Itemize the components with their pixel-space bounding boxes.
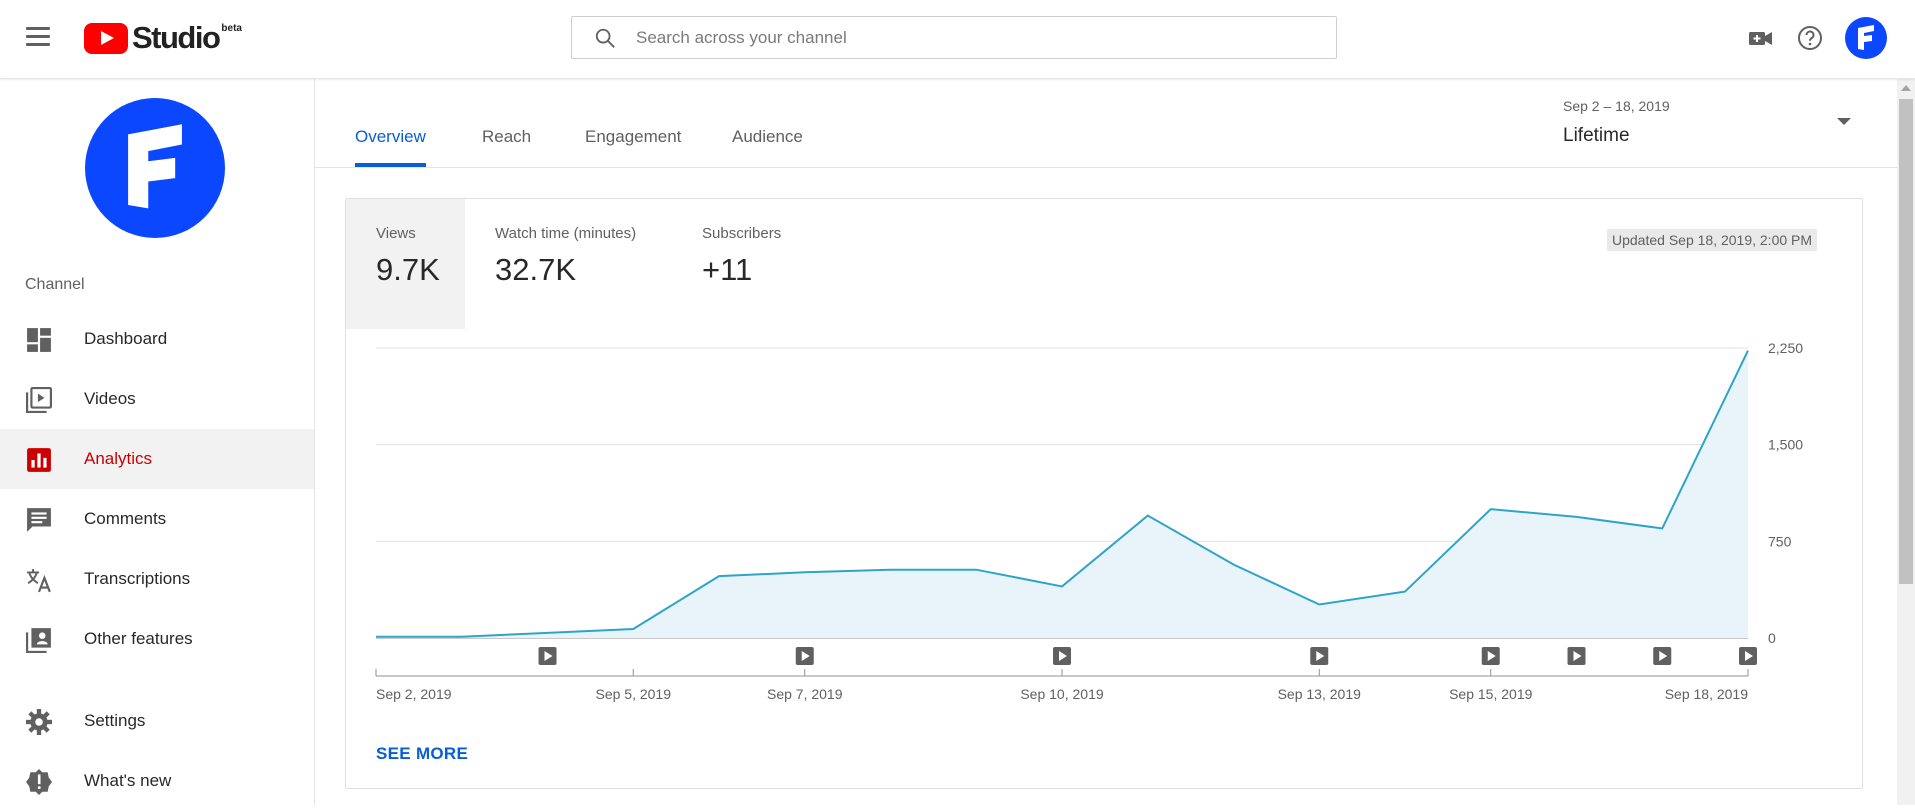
account-avatar[interactable]: [1845, 17, 1887, 59]
search-icon: [594, 27, 616, 49]
chevron-down-icon[interactable]: [1837, 118, 1851, 125]
sidebar-item-settings[interactable]: Settings: [0, 691, 314, 751]
sidebar-item-label: Analytics: [84, 449, 152, 469]
x-tick-label: Sep 10, 2019: [1020, 686, 1104, 702]
x-tick-label: Sep 15, 2019: [1449, 686, 1533, 702]
analytics-tabs: Overview Reach Engagement Audience: [315, 79, 1897, 168]
series-area: [376, 351, 1748, 638]
sidebar-item-other-features[interactable]: Other features: [0, 609, 314, 669]
sidebar-item-label: Settings: [84, 711, 145, 731]
y-tick-label: 1,500: [1768, 437, 1803, 453]
tab-overview[interactable]: Overview: [355, 127, 426, 147]
dashboard-icon: [26, 327, 52, 353]
x-tick-label: Sep 13, 2019: [1278, 686, 1362, 702]
x-tick-label: Sep 2, 2019: [376, 686, 452, 702]
y-tick-label: 750: [1768, 533, 1792, 549]
search-input[interactable]: [634, 27, 1318, 49]
x-tick-label: Sep 18, 2019: [1665, 686, 1749, 702]
help-icon[interactable]: [1796, 24, 1824, 52]
sidebar-item-label: Other features: [84, 629, 193, 649]
active-tab-indicator: [355, 163, 426, 167]
sidebar: Channel Dashboard Videos Analytics Comme…: [0, 79, 315, 805]
sidebar-item-dashboard[interactable]: Dashboard: [0, 309, 314, 369]
create-video-icon[interactable]: [1747, 24, 1775, 52]
sidebar-item-comments[interactable]: Comments: [0, 489, 314, 549]
sidebar-item-label: Videos: [84, 389, 136, 409]
sidebar-item-label: Comments: [84, 509, 166, 529]
hamburger-icon[interactable]: [26, 27, 50, 47]
comments-icon: [26, 507, 52, 533]
overview-card: Views 9.7K Watch time (minutes) 32.7K Su…: [345, 198, 1863, 789]
channel-section-label: Channel: [25, 276, 85, 294]
other-features-icon: [26, 627, 52, 653]
date-period-select[interactable]: Lifetime: [1563, 125, 1630, 147]
analytics-icon: [26, 447, 52, 473]
sidebar-item-transcriptions[interactable]: Transcriptions: [0, 549, 314, 609]
sidebar-item-whats-new[interactable]: What's new: [0, 751, 314, 811]
transcriptions-icon: [26, 567, 52, 593]
brand-name: Studio: [132, 20, 219, 56]
tab-reach[interactable]: Reach: [482, 127, 531, 147]
y-tick-label: 2,250: [1768, 340, 1803, 356]
scrollbar-thumb[interactable]: [1899, 99, 1913, 584]
channel-logo-icon: [1855, 25, 1877, 51]
date-range-text[interactable]: Sep 2 – 18, 2019: [1563, 98, 1670, 114]
sidebar-item-label: Transcriptions: [84, 569, 190, 589]
youtube-play-logo-icon: [84, 23, 128, 54]
sidebar-item-label: Dashboard: [84, 329, 167, 349]
see-more-link[interactable]: SEE MORE: [376, 744, 468, 764]
tab-engagement[interactable]: Engagement: [585, 127, 681, 147]
studio-logo[interactable]: Studio beta: [84, 20, 242, 56]
settings-icon: [26, 709, 52, 735]
channel-avatar[interactable]: [85, 98, 225, 238]
sidebar-item-label: What's new: [84, 771, 171, 791]
tab-audience[interactable]: Audience: [732, 127, 803, 147]
views-chart: 0 750 1,500 2,250 Sep 2, 2019 Sep 5, 2019 Sep …: [346, 199, 1862, 788]
x-tick-label: Sep 5, 2019: [595, 686, 671, 702]
top-bar: Studio beta: [0, 0, 1915, 79]
channel-logo-icon: [118, 118, 192, 218]
search-box[interactable]: [571, 16, 1337, 59]
whats-new-icon: [26, 769, 52, 795]
sidebar-item-videos[interactable]: Videos: [0, 369, 314, 429]
x-tick-label: Sep 7, 2019: [767, 686, 843, 702]
y-tick-label: 0: [1768, 630, 1776, 646]
videos-icon: [26, 387, 52, 413]
scroll-up-arrow-icon[interactable]: [1901, 85, 1911, 91]
sidebar-item-analytics[interactable]: Analytics: [0, 429, 314, 489]
beta-badge: beta: [221, 23, 242, 34]
